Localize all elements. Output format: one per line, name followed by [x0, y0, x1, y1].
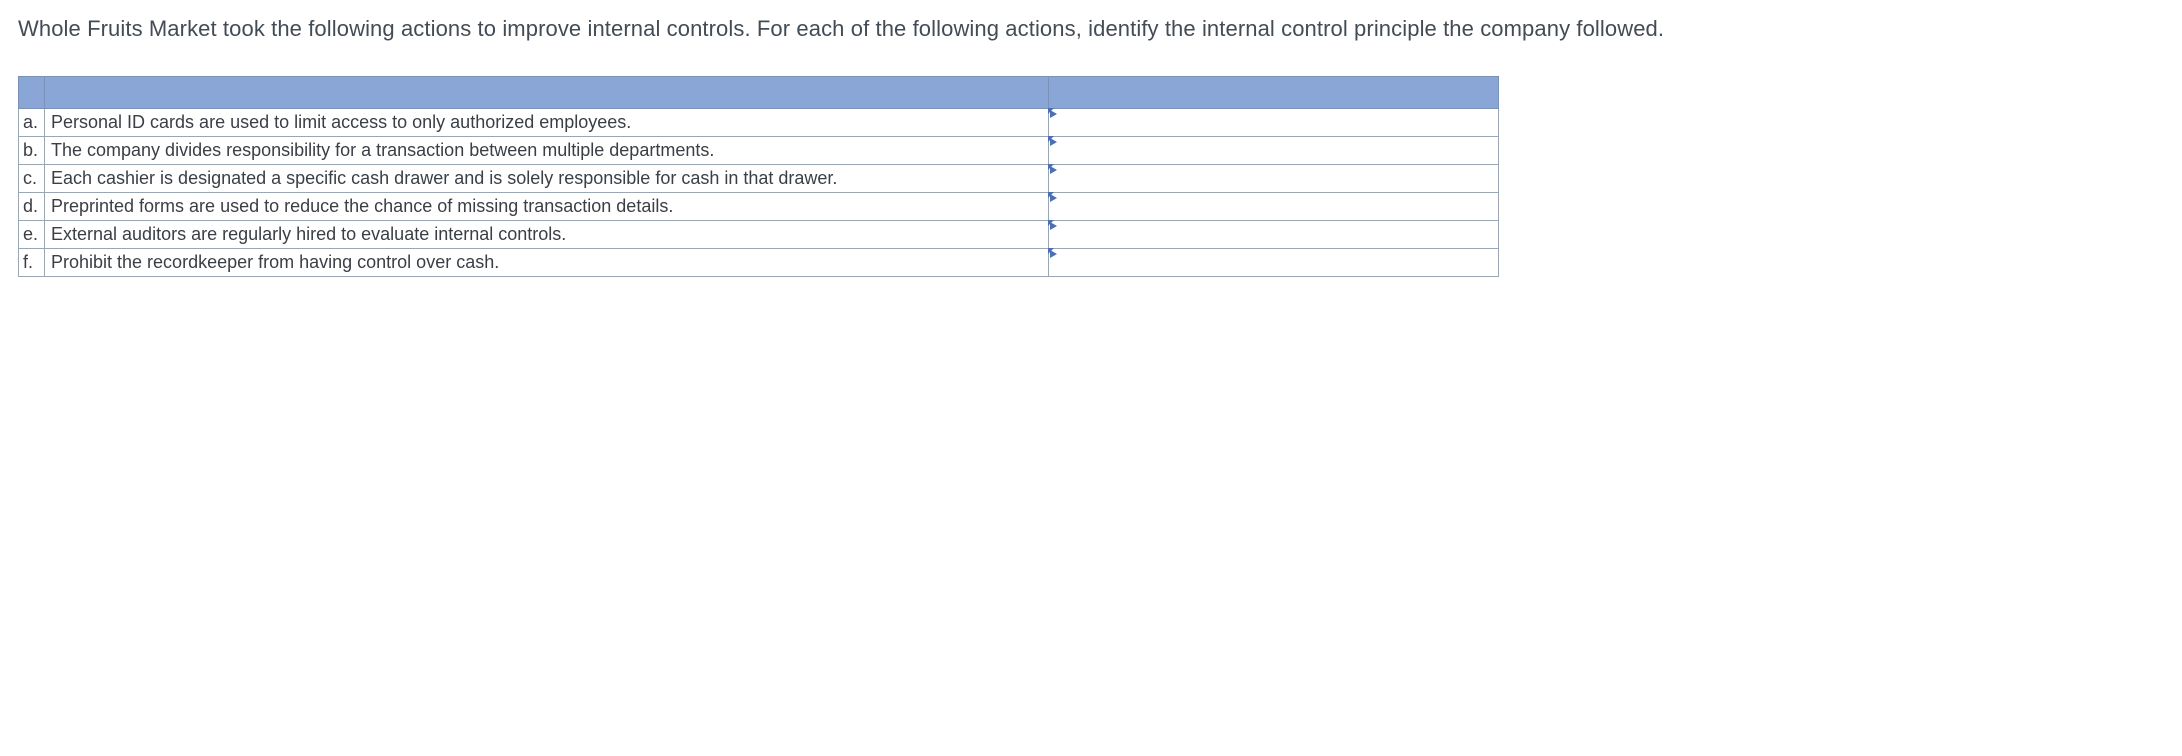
controls-table: a. Personal ID cards are used to limit a…: [18, 76, 1499, 277]
answer-value: [1049, 137, 1498, 164]
answer-cell: [1049, 192, 1499, 220]
row-letter: e.: [19, 220, 45, 248]
answer-cell: [1049, 108, 1499, 136]
table-row: c. Each cashier is designated a specific…: [19, 164, 1499, 192]
table-row: d. Preprinted forms are used to reduce t…: [19, 192, 1499, 220]
table-row: e. External auditors are regularly hired…: [19, 220, 1499, 248]
row-description: External auditors are regularly hired to…: [45, 220, 1049, 248]
dropdown-indicator-icon: [1050, 194, 1057, 202]
header-description: [45, 76, 1049, 108]
header-answer: [1049, 76, 1499, 108]
answer-dropdown[interactable]: [1049, 193, 1498, 220]
row-letter: c.: [19, 164, 45, 192]
table-row: f. Prohibit the recordkeeper from having…: [19, 248, 1499, 276]
dropdown-indicator-icon: [1050, 222, 1057, 230]
answer-dropdown[interactable]: [1049, 165, 1498, 192]
table-row: a. Personal ID cards are used to limit a…: [19, 108, 1499, 136]
row-description: Personal ID cards are used to limit acce…: [45, 108, 1049, 136]
answer-value: [1049, 193, 1498, 220]
table-header-row: [19, 76, 1499, 108]
row-description: The company divides responsibility for a…: [45, 136, 1049, 164]
row-letter: d.: [19, 192, 45, 220]
table-row: b. The company divides responsibility fo…: [19, 136, 1499, 164]
dropdown-indicator-icon: [1050, 138, 1057, 146]
row-letter: f.: [19, 248, 45, 276]
answer-cell: [1049, 248, 1499, 276]
row-description: Preprinted forms are used to reduce the …: [45, 192, 1049, 220]
answer-value: [1049, 165, 1498, 192]
dropdown-indicator-icon: [1050, 110, 1057, 118]
answer-cell: [1049, 136, 1499, 164]
header-letter: [19, 76, 45, 108]
answer-value: [1049, 221, 1498, 248]
answer-dropdown[interactable]: [1049, 221, 1498, 248]
answer-value: [1049, 249, 1498, 276]
dropdown-indicator-icon: [1050, 250, 1057, 258]
answer-cell: [1049, 164, 1499, 192]
dropdown-indicator-icon: [1050, 166, 1057, 174]
row-letter: b.: [19, 136, 45, 164]
row-description: Prohibit the recordkeeper from having co…: [45, 248, 1049, 276]
answer-cell: [1049, 220, 1499, 248]
row-letter: a.: [19, 108, 45, 136]
answer-dropdown[interactable]: [1049, 109, 1498, 136]
row-description: Each cashier is designated a specific ca…: [45, 164, 1049, 192]
answer-dropdown[interactable]: [1049, 249, 1498, 276]
answer-value: [1049, 109, 1498, 136]
answer-dropdown[interactable]: [1049, 137, 1498, 164]
question-prompt: Whole Fruits Market took the following a…: [18, 14, 2164, 44]
